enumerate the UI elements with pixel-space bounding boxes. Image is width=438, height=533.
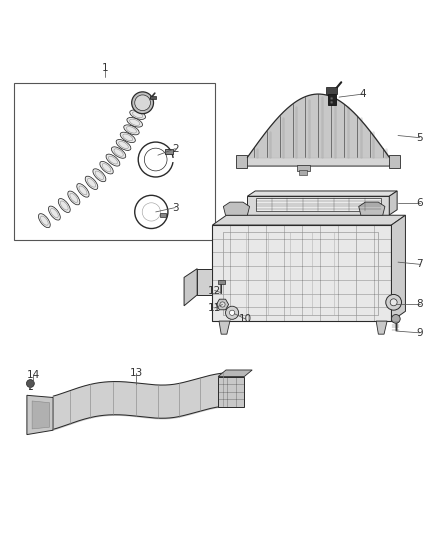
Text: 8: 8	[417, 298, 423, 309]
Circle shape	[390, 299, 397, 306]
Ellipse shape	[127, 117, 142, 127]
Polygon shape	[197, 269, 212, 295]
Text: 6: 6	[417, 198, 423, 208]
Circle shape	[230, 310, 235, 316]
Text: 13: 13	[129, 368, 143, 378]
Ellipse shape	[93, 169, 106, 182]
Bar	[299, 171, 307, 175]
Circle shape	[132, 92, 153, 114]
Bar	[256, 198, 381, 212]
Text: 1: 1	[102, 63, 109, 73]
Polygon shape	[376, 321, 387, 334]
Text: 3: 3	[172, 203, 179, 213]
Bar	[165, 149, 173, 154]
Polygon shape	[27, 395, 53, 434]
Polygon shape	[218, 370, 252, 376]
Polygon shape	[389, 191, 397, 215]
Ellipse shape	[39, 214, 50, 228]
Polygon shape	[219, 321, 230, 334]
Bar	[326, 87, 337, 94]
Polygon shape	[247, 196, 389, 215]
Ellipse shape	[130, 110, 145, 119]
Ellipse shape	[85, 176, 98, 189]
Circle shape	[220, 302, 225, 307]
Ellipse shape	[68, 191, 80, 205]
Text: 4: 4	[360, 89, 367, 99]
Polygon shape	[359, 202, 385, 215]
Polygon shape	[184, 269, 197, 306]
Circle shape	[135, 95, 150, 111]
Ellipse shape	[49, 206, 60, 220]
Circle shape	[330, 101, 333, 103]
Circle shape	[138, 142, 173, 177]
Bar	[237, 155, 247, 168]
Polygon shape	[32, 401, 49, 429]
Bar	[328, 94, 336, 105]
Circle shape	[145, 148, 167, 171]
Polygon shape	[392, 215, 406, 321]
Ellipse shape	[111, 147, 126, 158]
Text: 2: 2	[172, 143, 179, 154]
Bar	[297, 165, 310, 171]
Text: 5: 5	[417, 133, 423, 143]
Bar	[160, 213, 166, 217]
Text: 14: 14	[27, 370, 40, 380]
Ellipse shape	[120, 132, 135, 143]
Ellipse shape	[133, 102, 148, 112]
Polygon shape	[247, 191, 397, 196]
Text: 9: 9	[417, 328, 423, 338]
Bar	[389, 155, 400, 168]
Ellipse shape	[116, 140, 131, 150]
Circle shape	[330, 97, 333, 100]
Bar	[223, 231, 378, 314]
Polygon shape	[212, 215, 406, 225]
Circle shape	[226, 306, 239, 319]
Bar	[218, 280, 225, 284]
Text: 12: 12	[208, 286, 221, 295]
Bar	[218, 376, 244, 407]
Text: 11: 11	[208, 303, 221, 313]
Text: 10: 10	[239, 314, 252, 324]
Circle shape	[386, 294, 402, 310]
Polygon shape	[239, 157, 398, 166]
Ellipse shape	[100, 161, 113, 174]
Ellipse shape	[124, 125, 139, 135]
Circle shape	[135, 195, 168, 229]
Text: 7: 7	[417, 260, 423, 269]
Circle shape	[392, 314, 400, 323]
Circle shape	[26, 379, 34, 387]
Circle shape	[142, 203, 160, 221]
Bar	[14, 83, 215, 240]
Polygon shape	[223, 202, 250, 215]
Ellipse shape	[106, 154, 120, 166]
Polygon shape	[212, 225, 392, 321]
Ellipse shape	[77, 183, 89, 197]
Bar	[150, 96, 155, 99]
Ellipse shape	[58, 199, 70, 213]
